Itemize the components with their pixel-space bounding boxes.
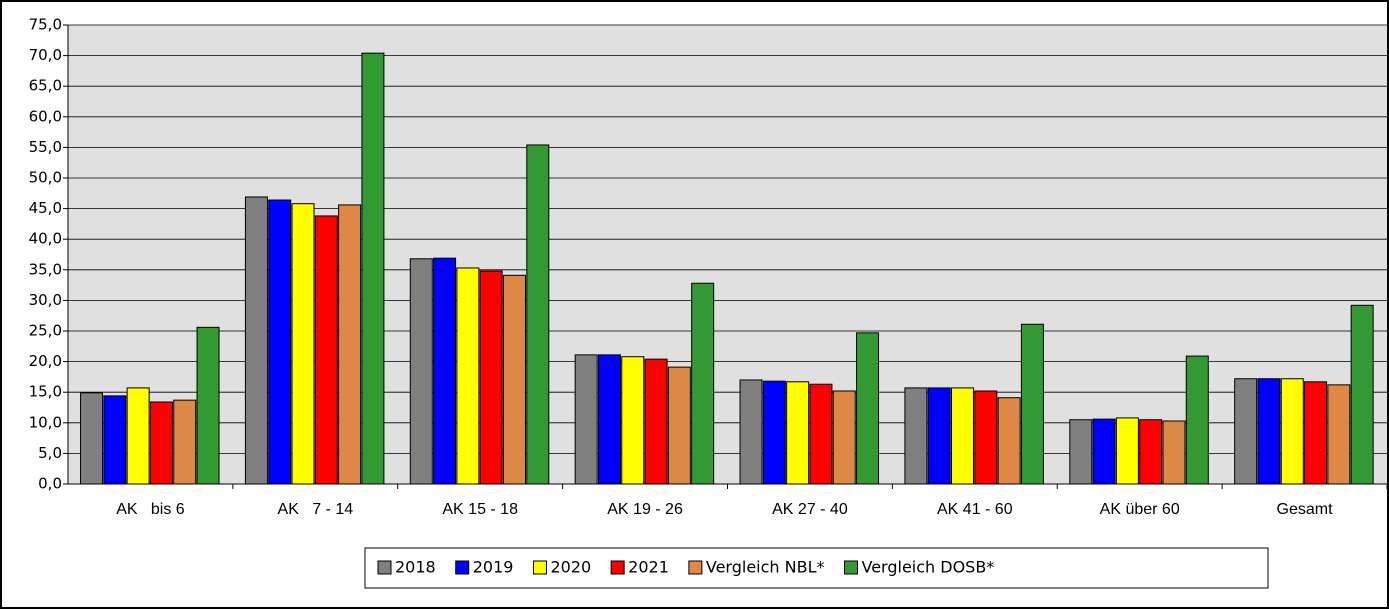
bar [856,332,880,485]
bar [1115,417,1139,485]
bar [574,354,598,485]
bar [597,354,621,485]
y-tick-label: 45,0 [29,199,62,217]
x-tick-label: AK 19 - 26 [607,501,683,518]
bar [502,274,526,485]
bar [338,204,362,485]
bar [173,399,197,485]
bar [1350,304,1374,485]
bar [762,380,786,485]
bar [667,366,691,485]
legend-swatch [844,560,858,575]
bar [103,395,127,485]
bar [1020,323,1044,485]
bar [786,381,810,485]
x-tick-label: AK 27 - 40 [772,501,848,518]
x-tick-label: AK 7 - 14 [278,501,354,518]
y-tick-label: 50,0 [29,169,62,187]
bar [927,387,951,485]
y-tick-label: 55,0 [29,138,62,156]
bar [691,282,715,485]
bar [80,392,104,485]
legend-swatch [455,560,470,575]
bar [1069,419,1093,485]
legend-swatch [688,560,703,575]
bar [1327,384,1351,485]
bar [904,387,928,485]
bar [291,203,315,485]
legend-label: 2019 [473,558,514,577]
x-tick-label: AK über 60 [1100,501,1180,518]
legend-swatch [610,560,625,575]
bar [479,270,503,485]
x-tick-label: Gesamt [1277,501,1334,518]
bar [1304,381,1328,485]
x-tick-label: AK 41 - 60 [937,501,1013,518]
y-tick-label: 0,0 [38,475,62,493]
bar [126,387,150,485]
bar [1185,355,1209,485]
bar [1234,378,1258,485]
bar [832,390,856,485]
y-tick-label: 60,0 [29,107,62,125]
legend-label: 2021 [628,558,669,577]
bar [526,144,550,485]
legend-swatch [377,560,392,575]
y-tick-label: 25,0 [29,322,62,340]
bar [1139,419,1163,485]
bar [644,358,668,485]
bar [456,267,480,485]
bar [361,52,385,485]
y-tick-label: 65,0 [29,77,62,95]
bar [1162,420,1186,485]
bar [739,379,763,485]
bar [149,401,173,485]
y-tick-label: 40,0 [29,230,62,248]
legend-label: Vergleich DOSB* [862,558,995,577]
legend-swatch [532,560,547,575]
y-tick-label: 35,0 [29,260,62,278]
y-tick-label: 15,0 [29,383,62,401]
x-tick-label: AK bis 6 [116,501,185,518]
y-tick-label: 20,0 [29,352,62,370]
y-tick-label: 30,0 [29,291,62,309]
y-tick-label: 5,0 [38,444,62,462]
legend-label: 2018 [395,558,436,577]
bar [809,383,833,485]
bar [951,387,975,485]
legend-label: 2020 [550,558,591,577]
bar [974,390,998,485]
bar [409,258,433,485]
legend-box [364,547,1269,589]
bar [1280,378,1304,485]
bar [314,215,338,485]
bar [433,257,457,485]
x-tick-label: AK 15 - 18 [442,501,518,518]
bar [1092,418,1116,485]
bar [997,397,1021,485]
bar [268,199,292,485]
bar [1257,378,1281,485]
bar [621,356,645,485]
y-tick-label: 10,0 [29,413,62,431]
y-tick-label: 70,0 [29,46,62,64]
legend-label: Vergleich NBL* [706,558,825,577]
bar [196,326,220,485]
y-tick-label: 75,0 [29,16,62,34]
bar [244,196,268,485]
